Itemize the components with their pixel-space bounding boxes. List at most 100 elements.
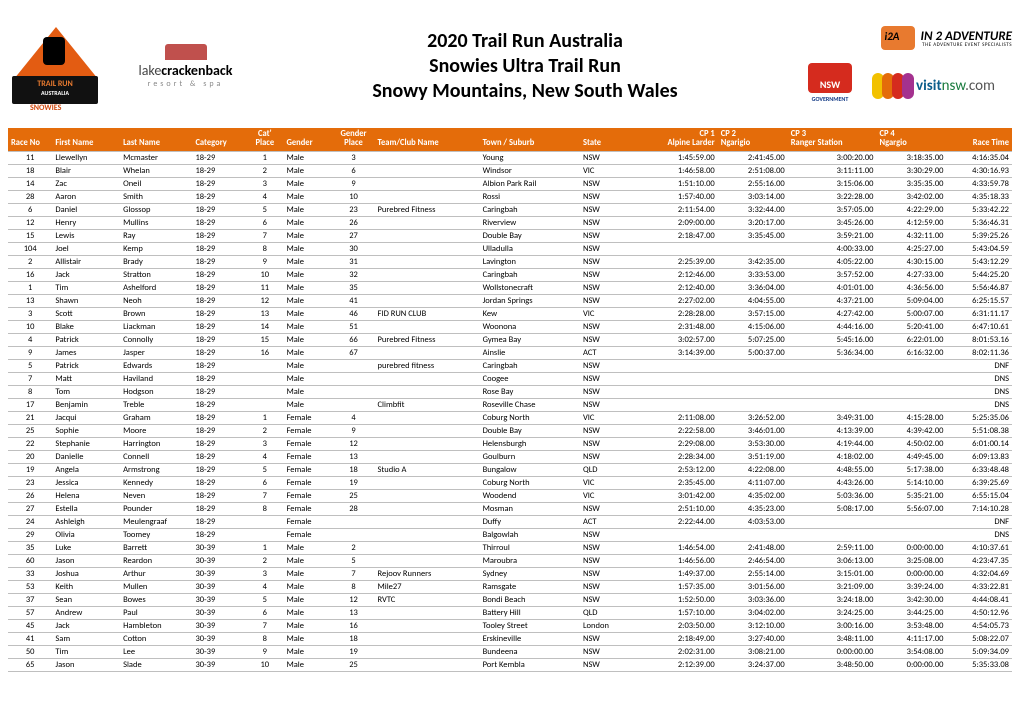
table-cell: 67 — [333, 346, 375, 359]
table-cell: Female — [283, 411, 332, 424]
col-state: State — [580, 128, 631, 151]
table-cell: 5:20:41.00 — [876, 320, 946, 333]
table-row: 45JackHambleton30-397Male16Tooley Street… — [8, 619, 1012, 632]
table-row: 4PatrickConnolly18-2915Male66Purebred Fi… — [8, 333, 1012, 346]
table-row: 104JoelKemp18-298Male30UlladullaNSW4:00:… — [8, 242, 1012, 255]
table-cell: 2:02:31.00 — [631, 645, 717, 658]
table-cell: 4:23:47.35 — [947, 554, 1013, 567]
table-row: 28AaronSmith18-294Male10RossiNSW1:57:40.… — [8, 190, 1012, 203]
table-cell: 5:09:04.00 — [876, 294, 946, 307]
table-cell: 18-29 — [192, 476, 246, 489]
table-cell — [375, 606, 480, 619]
table-cell: 5:33:42.22 — [947, 203, 1013, 216]
table-row: 50TimLee30-399Male19BundeenaNSW2:02:31.0… — [8, 645, 1012, 658]
table-cell: Estella — [52, 502, 120, 515]
table-cell — [718, 385, 788, 398]
table-cell: VIC — [580, 476, 631, 489]
table-cell: 18-29 — [192, 307, 246, 320]
table-cell: 30-39 — [192, 606, 246, 619]
table-cell: Joshua — [52, 567, 120, 580]
table-cell: 2:29:08.00 — [631, 437, 717, 450]
table-cell: 2:03:50.00 — [631, 619, 717, 632]
col-town: Town / Suburb — [480, 128, 580, 151]
table-cell: 2:46:54.00 — [718, 554, 788, 567]
table-cell: 5 — [8, 359, 52, 372]
table-cell: 10 — [333, 190, 375, 203]
table-cell: 3:49:31.00 — [788, 411, 877, 424]
table-cell: 9 — [333, 177, 375, 190]
table-row: 25SophieMoore18-292Female9Double BayNSW2… — [8, 424, 1012, 437]
table-cell: 4:13:39.00 — [788, 424, 877, 437]
table-row: 9JamesJasper18-2916Male67AinslieACT3:14:… — [8, 346, 1012, 359]
table-cell: 7 — [246, 229, 283, 242]
table-row: 3ScottBrown18-2913Male46FID RUN CLUBKewV… — [8, 307, 1012, 320]
table-cell: 3:26:52.00 — [718, 411, 788, 424]
table-cell: NSW — [580, 541, 631, 554]
table-row: 19AngelaArmstrong18-295Female18Studio AB… — [8, 463, 1012, 476]
table-row: 7MattHaviland18-29MaleCoogeeNSWDNS — [8, 372, 1012, 385]
table-cell: 10 — [246, 658, 283, 671]
table-cell: ACT — [580, 515, 631, 528]
table-cell: 4:19:44.00 — [788, 437, 877, 450]
table-cell: 5 — [246, 203, 283, 216]
table-cell: 7 — [246, 619, 283, 632]
table-cell: 23 — [333, 203, 375, 216]
table-cell: 14 — [8, 177, 52, 190]
table-cell: 4:27:42.00 — [788, 307, 877, 320]
table-cell: 18 — [8, 164, 52, 177]
table-cell: 2:28:28.00 — [631, 307, 717, 320]
table-cell: 3:32:44.00 — [718, 203, 788, 216]
table-cell: Male — [283, 593, 332, 606]
table-cell — [375, 372, 480, 385]
table-cell: 3:06:13.00 — [788, 554, 877, 567]
table-cell: 4:35:18.33 — [947, 190, 1013, 203]
table-cell: 2:09:00.00 — [631, 216, 717, 229]
table-cell: 1:45:59.00 — [631, 151, 717, 164]
table-cell — [375, 502, 480, 515]
table-row: 27EstellaPounder18-298Female28MosmanNSW2… — [8, 502, 1012, 515]
table-cell — [375, 437, 480, 450]
table-cell: 5:56:46.87 — [947, 281, 1013, 294]
table-cell: Tom — [52, 385, 120, 398]
table-cell: 6:55:15.04 — [947, 489, 1013, 502]
table-cell: 8 — [8, 385, 52, 398]
table-cell: Blair — [52, 164, 120, 177]
table-cell: 3:00:20.00 — [788, 151, 877, 164]
table-cell: 6:25:15.57 — [947, 294, 1013, 307]
table-cell — [333, 528, 375, 541]
table-cell — [788, 528, 877, 541]
table-cell: Male — [283, 229, 332, 242]
table-cell: purebred fitness — [375, 359, 480, 372]
table-cell: 27 — [333, 229, 375, 242]
table-cell: Hambleton — [120, 619, 192, 632]
table-cell: Purebred Fitness — [375, 333, 480, 346]
table-cell: NSW — [580, 437, 631, 450]
table-cell: 2:12:40.00 — [631, 281, 717, 294]
table-cell: 4:22:29.00 — [876, 203, 946, 216]
table-cell: 0:00:00.00 — [876, 567, 946, 580]
table-cell: Erskineville — [480, 632, 580, 645]
table-cell: Windsor — [480, 164, 580, 177]
col-gender-place: Gender Place — [333, 128, 375, 151]
table-cell: Oneil — [120, 177, 192, 190]
table-cell: NSW — [580, 190, 631, 203]
table-cell: Patrick — [52, 333, 120, 346]
nsw-gov-text: GOVERNMENT — [812, 95, 849, 103]
table-row: 13ShawnNeoh18-2912Male41Jordan SpringsNS… — [8, 294, 1012, 307]
table-cell: 53 — [8, 580, 52, 593]
table-cell: 5:08:17.00 — [788, 502, 877, 515]
visitnsw-part2: nsw — [942, 77, 965, 95]
table-cell: 3:27:40.00 — [718, 632, 788, 645]
table-cell: Ashelford — [120, 281, 192, 294]
table-cell — [375, 320, 480, 333]
table-cell: 8 — [246, 242, 283, 255]
table-cell — [246, 398, 283, 411]
table-cell: Llewellyn — [52, 151, 120, 164]
table-cell: Male — [283, 333, 332, 346]
table-cell: 7 — [8, 372, 52, 385]
table-cell: 4:36:56.00 — [876, 281, 946, 294]
lake-logo-part1: lake — [138, 62, 161, 79]
table-cell: 12 — [8, 216, 52, 229]
table-cell: Arthur — [120, 567, 192, 580]
table-cell — [333, 359, 375, 372]
